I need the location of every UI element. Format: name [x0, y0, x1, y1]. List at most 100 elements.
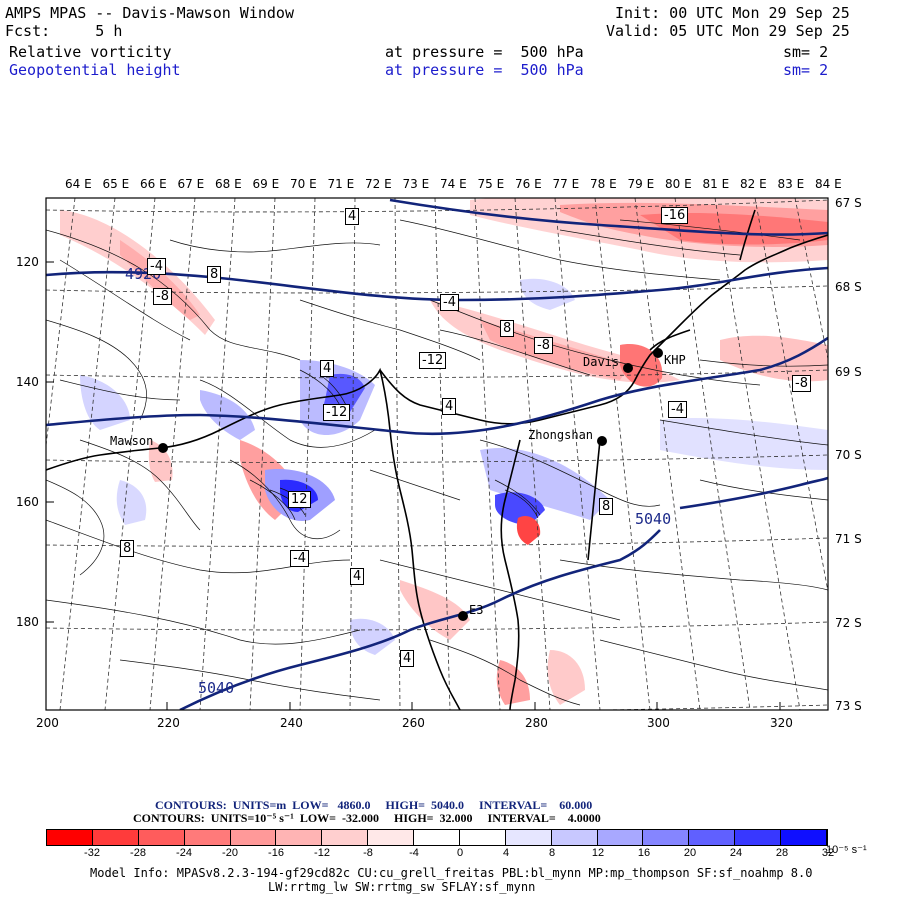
- longitude-label: 80 E: [665, 177, 692, 191]
- vorticity-contour-label: -8: [153, 288, 172, 305]
- vorticity-contour-label: -4: [290, 550, 309, 567]
- colorbar: [46, 829, 828, 846]
- colorbar-label: 0: [456, 847, 464, 859]
- model-info-physics: LW:rrtmg_lw SW:rrtmg_sw SFLAY:sf_mynn: [268, 880, 536, 894]
- vorticity-shading: [60, 198, 828, 705]
- longitude-label: 71 E: [327, 177, 355, 191]
- colorbar-swatch: [781, 830, 827, 845]
- forecast-hour: Fcst: 5 h: [5, 22, 123, 40]
- colorbar-label: 28: [775, 847, 789, 859]
- plot-title: AMPS MPAS -- Davis-Mawson Window: [5, 4, 294, 22]
- model-info: Model Info: MPASv8.2.3-194-gf29cd82c CU:…: [90, 866, 813, 880]
- y-axis-label: 160: [16, 495, 39, 509]
- colorbar-swatch: [551, 830, 598, 845]
- station-label-zhongshan: Zhongshan: [528, 428, 594, 442]
- y-axis-label: 180: [16, 615, 39, 629]
- longitude-label: 84 E: [815, 177, 842, 191]
- valid-time: Valid: 05 UTC Mon 29 Sep 25: [606, 22, 850, 40]
- longitude-label: 83 E: [777, 177, 805, 191]
- x-axis-label: 300: [647, 716, 670, 730]
- colorbar-swatch: [276, 830, 323, 845]
- field1-name: Relative vorticity: [9, 43, 172, 61]
- station-label-khp: KHP: [664, 353, 686, 367]
- map-frame: [45, 197, 829, 711]
- vorticity-contour-label: 4: [400, 650, 415, 667]
- vorticity-contour-label: 4: [320, 360, 335, 377]
- latitude-label: 72 S: [835, 616, 862, 630]
- colorbar-unit: 10⁻⁵ s⁻¹: [826, 844, 867, 856]
- colorbar-swatch: [597, 830, 644, 845]
- colorbar-label: -32: [84, 847, 100, 859]
- geopotential-contours: [46, 198, 828, 710]
- field2-level: at pressure = 500 hPa: [385, 61, 584, 79]
- colorbar-label: -20: [222, 847, 238, 859]
- colorbar-swatch: [92, 830, 139, 845]
- longitude-label: 79 E: [627, 177, 655, 191]
- latitude-label: 68 S: [835, 280, 862, 294]
- x-axis-label: 320: [770, 716, 793, 730]
- vorticity-contour-label: -4: [440, 294, 459, 311]
- field2-name: Geopotential height: [9, 61, 181, 79]
- vorticity-contour-label: -12: [419, 352, 447, 369]
- colorbar-swatch: [689, 830, 736, 845]
- colorbar-label: -12: [314, 847, 330, 859]
- vorticity-contour-label: -4: [147, 258, 166, 275]
- colorbar-swatch: [505, 830, 552, 845]
- colorbar-swatch: [138, 830, 185, 845]
- colorbar-label: 8: [548, 847, 556, 859]
- vorticity-contour-label: 8: [500, 320, 515, 337]
- field2-smoothing: sm= 2: [783, 61, 829, 79]
- vorticity-contour-label: 8: [207, 266, 222, 283]
- station-marker-mawson: [158, 443, 168, 453]
- vorticity-contour-label: 8: [599, 498, 614, 515]
- longitude-label: 81 E: [702, 177, 730, 191]
- station-label-davis: Davis: [583, 355, 620, 369]
- latitude-label: 70 S: [835, 448, 862, 462]
- longitude-label: 65 E: [102, 177, 130, 191]
- station-label-mawson: Mawson: [110, 434, 154, 448]
- longitude-label: 74 E: [440, 177, 467, 191]
- colorbar-swatch: [643, 830, 690, 845]
- x-axis-label: 260: [402, 716, 425, 730]
- latitude-label: 69 S: [835, 365, 862, 379]
- colorbar-swatch: [230, 830, 277, 845]
- vorticity-contour-label: -8: [792, 375, 811, 392]
- latitude-label: 73 S: [835, 699, 862, 713]
- vorticity-contour-info: CONTOURS: UNITS=10⁻⁵ s⁻¹ LOW= -32.000 HI…: [133, 811, 601, 825]
- vorticity-contour-label: -4: [668, 401, 687, 418]
- colorbar-swatch: [735, 830, 781, 845]
- y-axis-label: 140: [16, 375, 39, 389]
- x-axis-label: 200: [36, 716, 59, 730]
- vorticity-contour-label: -16: [661, 207, 689, 224]
- height-label-5040-west: 5040: [198, 679, 235, 697]
- colorbar-swatch: [459, 830, 506, 845]
- x-axis-label: 220: [157, 716, 180, 730]
- colorbar-label: 20: [683, 847, 697, 859]
- colorbar-swatch: [184, 830, 231, 845]
- longitude-label: 82 E: [740, 177, 767, 191]
- colorbar-label: 32: [821, 847, 835, 859]
- longitude-gridlines: [46, 198, 828, 710]
- x-axis-label: 280: [525, 716, 548, 730]
- longitude-label: 76 E: [515, 177, 542, 191]
- longitude-label: 66 E: [140, 177, 167, 191]
- vorticity-contour-label: -8: [534, 337, 553, 354]
- vorticity-contour-label: 4: [350, 568, 365, 585]
- longitude-label: 75 E: [477, 177, 505, 191]
- colorbar-label: -28: [130, 847, 146, 859]
- colorbar-label: -24: [176, 847, 192, 859]
- longitude-label: 78 E: [590, 177, 617, 191]
- colorbar-label: 4: [502, 847, 510, 859]
- station-marker-zhongshan: [597, 436, 607, 446]
- colorbar-swatch: [414, 830, 460, 845]
- colorbar-swatch: [322, 830, 369, 845]
- colorbar-swatch: [368, 830, 414, 845]
- axis-ticks: [45, 261, 781, 710]
- longitude-label: 70 E: [290, 177, 317, 191]
- height-label-5040-east: 5040: [635, 510, 672, 528]
- station-markers: [158, 348, 663, 621]
- longitude-label: 69 E: [252, 177, 280, 191]
- vorticity-contour-label: 12: [288, 491, 311, 508]
- x-axis-label: 240: [280, 716, 303, 730]
